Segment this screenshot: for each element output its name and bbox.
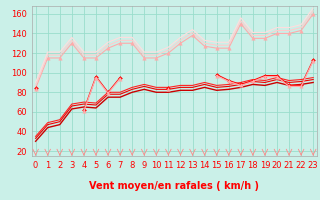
X-axis label: Vent moyen/en rafales ( km/h ): Vent moyen/en rafales ( km/h ) [89, 181, 260, 191]
